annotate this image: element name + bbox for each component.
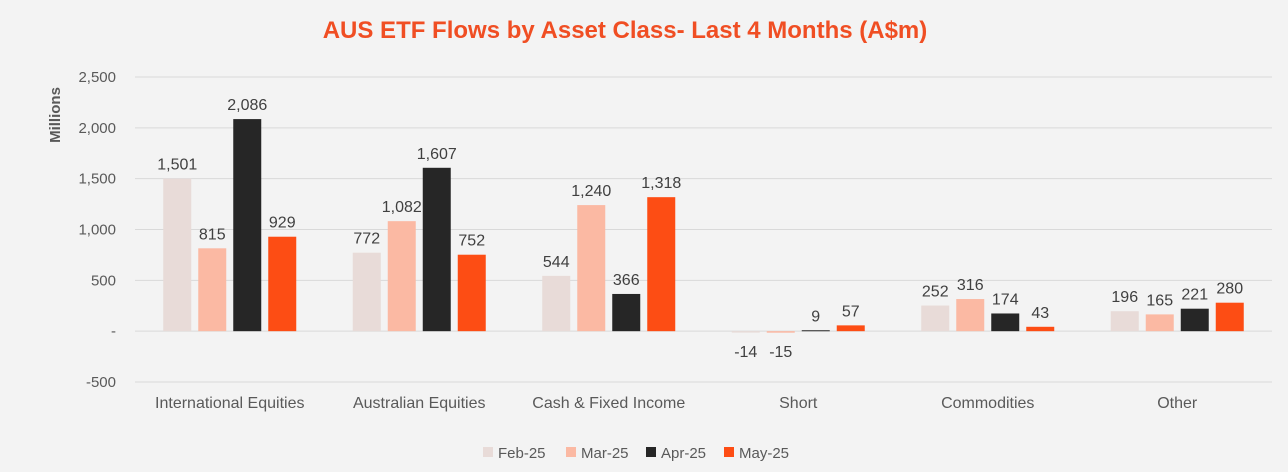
bar-mar-25 [387,221,416,332]
bar-apr-25 [1180,308,1209,332]
legend-label: Apr-25 [661,445,706,462]
bar-mar-25 [766,331,795,333]
bar-feb-25 [542,275,571,332]
data-label: 9 [811,308,820,325]
bar-may-25 [1215,302,1244,332]
y-tick-label: 2,500 [78,69,116,86]
chart-title: AUS ETF Flows by Asset Class- Last 4 Mon… [323,17,928,44]
data-label: 544 [543,254,570,271]
x-category-label: Commodities [941,395,1034,412]
data-label: 1,318 [641,175,681,192]
legend-label: Mar-25 [581,445,629,462]
data-label: 174 [992,291,1019,308]
data-label: 165 [1146,292,1173,309]
data-label: 221 [1181,287,1208,304]
data-label: 2,086 [227,97,267,114]
y-tick-label: 1,000 [78,222,116,239]
data-label: 1,082 [382,199,422,216]
legend: Feb-25 Mar-25 Apr-25 May-25 [483,445,789,462]
data-label: 196 [1111,289,1138,306]
data-label: 815 [199,226,226,243]
bar-apr-25 [801,330,830,332]
y-tick-label: - [111,323,116,340]
legend-swatch [566,447,576,457]
data-label: 280 [1216,281,1243,298]
x-category-label: Australian Equities [353,395,486,412]
data-label: -14 [734,344,757,361]
bar-mar-25 [956,299,985,332]
bar-mar-25 [1145,314,1174,332]
y-tick-label: 500 [91,272,116,289]
bar-may-25 [268,236,297,332]
legend-label: May-25 [739,445,789,462]
x-category-label: Short [779,395,818,412]
x-axis-categories: International Equities Australian Equitie… [155,395,1198,412]
bar-may-25 [1026,326,1055,332]
bar-feb-25 [1110,311,1139,332]
bar-may-25 [457,254,486,332]
bar-apr-25 [233,119,262,332]
data-label: 252 [922,284,949,301]
legend-label: Feb-25 [498,445,546,462]
x-category-label: Other [1157,395,1198,412]
data-label: 316 [957,277,984,294]
data-label: -15 [769,344,792,361]
y-axis-label: Millions [47,87,64,143]
bar-apr-25 [991,313,1020,332]
y-tick-label: 1,500 [78,171,116,188]
data-label: 772 [353,231,380,248]
data-label: 43 [1031,305,1049,322]
data-label: 366 [613,272,640,289]
y-tick-label: -500 [86,374,116,391]
bar-feb-25 [731,331,760,333]
bar-feb-25 [921,305,950,332]
bar-may-25 [647,197,676,332]
data-label: 1,501 [157,157,197,174]
legend-swatch [646,447,656,457]
gridlines [135,76,1272,383]
bar-feb-25 [163,178,192,332]
bars [163,119,1244,333]
data-label: 57 [842,303,860,320]
bar-apr-25 [422,167,451,332]
bar-may-25 [836,325,865,332]
legend-swatch [724,447,734,457]
data-label: 929 [269,215,296,232]
legend-swatch [483,447,493,457]
data-label: 752 [458,233,485,250]
bar-apr-25 [612,293,641,332]
x-category-label: International Equities [155,395,304,412]
data-label: 1,240 [571,183,611,200]
x-category-label: Cash & Fixed Income [532,395,685,412]
bar-mar-25 [198,248,227,332]
data-label: 1,607 [417,146,457,163]
bar-mar-25 [577,205,606,332]
y-tick-label: 2,000 [78,120,116,137]
bar-feb-25 [352,252,381,332]
